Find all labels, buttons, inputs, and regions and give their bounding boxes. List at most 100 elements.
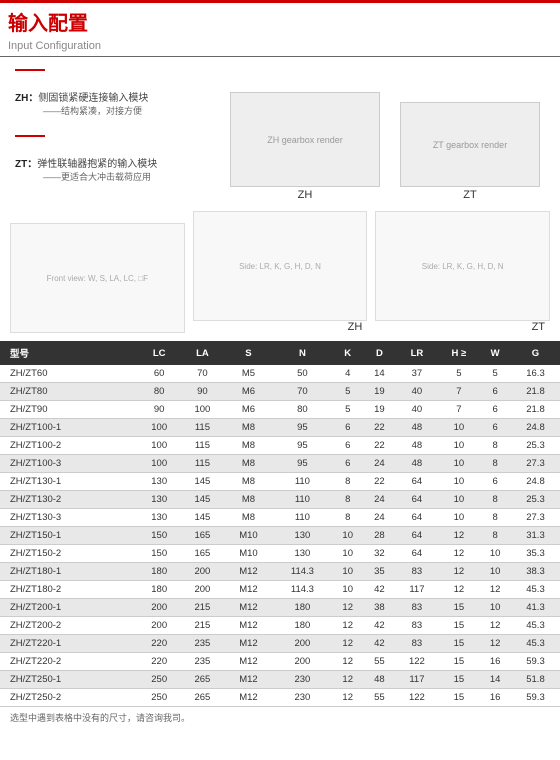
table-cell: ZH/ZT100-3: [0, 455, 138, 473]
table-cell: 24: [364, 491, 396, 509]
table-cell: 10: [439, 473, 480, 491]
column-header: G: [511, 341, 560, 365]
table-cell: 5: [332, 383, 364, 401]
table-cell: 27.3: [511, 455, 560, 473]
table-cell: 10: [332, 527, 364, 545]
table-cell: 24: [364, 455, 396, 473]
table-cell: ZH/ZT220-1: [0, 635, 138, 653]
table-cell: ZH/ZT150-2: [0, 545, 138, 563]
table-cell: ZH/ZT90: [0, 401, 138, 419]
table-cell: 100: [138, 455, 181, 473]
table-cell: 122: [395, 689, 438, 707]
table-row: ZH/ZT180-2180200M12114.31042117121245.3: [0, 581, 560, 599]
table-cell: 40: [395, 383, 438, 401]
table-cell: 12: [439, 563, 480, 581]
column-header: LR: [395, 341, 438, 365]
table-cell: 95: [273, 455, 332, 473]
table-row: ZH/ZT180-1180200M12114.3103583121038.3: [0, 563, 560, 581]
table-row: ZH/ZT220-2220235M122001255122151659.3: [0, 653, 560, 671]
table-row: ZH/ZT220-1220235M12200124283151245.3: [0, 635, 560, 653]
table-cell: ZH/ZT60: [0, 365, 138, 383]
table-cell: 22: [364, 437, 396, 455]
table-cell: 51.8: [511, 671, 560, 689]
table-cell: 22: [364, 473, 396, 491]
table-cell: 19: [364, 383, 396, 401]
table-cell: 165: [181, 527, 224, 545]
table-cell: 265: [181, 671, 224, 689]
table-cell: 38: [364, 599, 396, 617]
table-cell: 42: [364, 617, 396, 635]
table-cell: 90: [181, 383, 224, 401]
table-cell: 4: [332, 365, 364, 383]
table-body: ZH/ZT606070M550414375516.3ZH/ZT808090M67…: [0, 365, 560, 707]
table-cell: 12: [439, 581, 480, 599]
table-cell: ZH/ZT100-2: [0, 437, 138, 455]
table-cell: 215: [181, 617, 224, 635]
table-cell: M8: [224, 473, 273, 491]
table-cell: 14: [479, 671, 511, 689]
table-cell: 19: [364, 401, 396, 419]
table-cell: 59.3: [511, 689, 560, 707]
title-en: Input Configuration: [8, 40, 101, 52]
table-cell: 130: [138, 473, 181, 491]
table-cell: 32: [364, 545, 396, 563]
table-cell: 8: [332, 509, 364, 527]
table-cell: 215: [181, 599, 224, 617]
table-cell: M8: [224, 437, 273, 455]
table-cell: 80: [273, 401, 332, 419]
table-cell: 180: [138, 581, 181, 599]
table-cell: 24.8: [511, 473, 560, 491]
table-cell: 10: [479, 545, 511, 563]
table-cell: 165: [181, 545, 224, 563]
table-cell: 16.3: [511, 365, 560, 383]
table-cell: 180: [138, 563, 181, 581]
table-cell: ZH/ZT200-1: [0, 599, 138, 617]
table-cell: 41.3: [511, 599, 560, 617]
table-cell: 122: [395, 653, 438, 671]
table-cell: 35.3: [511, 545, 560, 563]
table-row: ZH/ZT9090100M680519407621.8: [0, 401, 560, 419]
table-cell: 83: [395, 599, 438, 617]
table-cell: 64: [395, 491, 438, 509]
table-cell: 80: [138, 383, 181, 401]
table-cell: M6: [224, 383, 273, 401]
column-header: H ≥: [439, 341, 480, 365]
table-cell: 8: [332, 473, 364, 491]
column-header: D: [364, 341, 396, 365]
table-cell: 38.3: [511, 563, 560, 581]
table-row: ZH/ZT808090M670519407621.8: [0, 383, 560, 401]
table-cell: ZH/ZT130-3: [0, 509, 138, 527]
table-cell: 15: [439, 599, 480, 617]
table-cell: 5: [439, 365, 480, 383]
zt-description: ZT：弹性联轴器抱紧的输入模块 ——更适合大冲击载荷应用: [15, 155, 205, 183]
table-cell: 6: [332, 437, 364, 455]
table-cell: 100: [181, 401, 224, 419]
table-cell: 180: [273, 617, 332, 635]
table-cell: 114.3: [273, 581, 332, 599]
table-cell: 130: [138, 491, 181, 509]
table-cell: 64: [395, 473, 438, 491]
table-cell: M12: [224, 653, 273, 671]
table-cell: 10: [332, 563, 364, 581]
table-cell: 115: [181, 419, 224, 437]
table-cell: M5: [224, 365, 273, 383]
table-cell: 48: [364, 671, 396, 689]
table-header: 型号LCLASNKDLRH ≥WG: [0, 341, 560, 365]
product-images: ZH gearbox render ZH ZT gearbox render Z…: [225, 69, 545, 201]
column-header: 型号: [0, 341, 138, 365]
spec-table: 型号LCLASNKDLRH ≥WG ZH/ZT606070M5504143755…: [0, 341, 560, 707]
table-cell: 114.3: [273, 563, 332, 581]
table-cell: 200: [181, 581, 224, 599]
table-cell: 16: [479, 653, 511, 671]
table-cell: 12: [479, 617, 511, 635]
table-cell: 27.3: [511, 509, 560, 527]
front-diagram: Front view: W, S, LA, LC, □F: [10, 223, 185, 333]
table-cell: M12: [224, 581, 273, 599]
table-cell: 48: [395, 419, 438, 437]
table-row: ZH/ZT100-2100115M8956224810825.3: [0, 437, 560, 455]
table-cell: 50: [273, 365, 332, 383]
table-cell: 22: [364, 419, 396, 437]
table-cell: 130: [138, 509, 181, 527]
table-cell: M12: [224, 617, 273, 635]
table-cell: 25.3: [511, 437, 560, 455]
